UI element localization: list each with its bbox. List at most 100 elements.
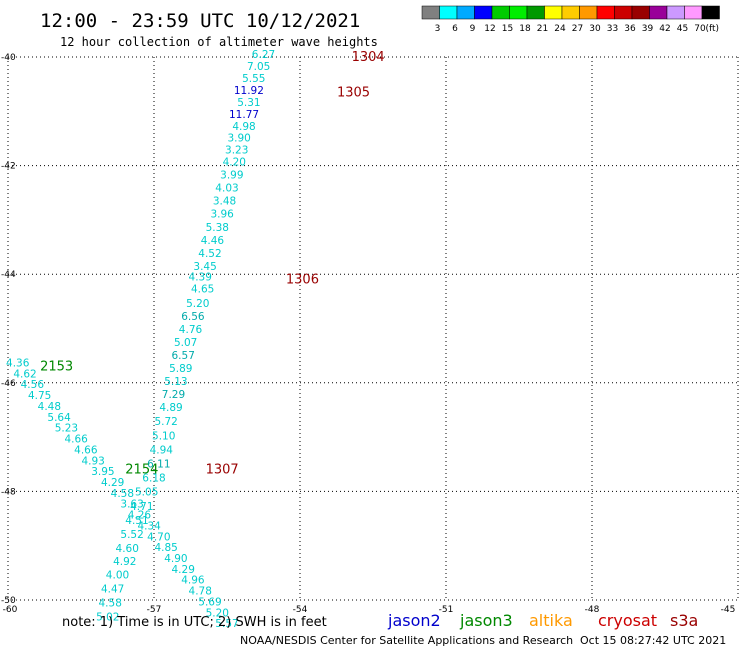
wave-height-label: 5.89 (169, 363, 192, 375)
wave-height-label: 4.34 (137, 520, 161, 532)
wave-height-label: 4.00 (106, 569, 129, 581)
wave-height-label: 4.96 (181, 575, 205, 587)
wave-height-label: 4.47 (101, 583, 124, 595)
wave-height-label: 3.95 (91, 466, 114, 478)
wave-height-label: 4.66 (74, 444, 98, 456)
wave-height-label: 6.57 (172, 350, 195, 362)
wave-height-label: 5.13 (164, 376, 187, 388)
colorbar-swatch (491, 5, 510, 20)
pass-number-label: 1305 (337, 85, 370, 100)
colorbar-swatch (544, 5, 563, 20)
data-points: 6.277.055.5511.925.3111.774.983.903.234.… (6, 49, 275, 630)
wave-height-label: 4.26 (128, 510, 152, 522)
wave-height-label: 3.99 (220, 170, 243, 182)
wave-height-label: 5.20 (186, 298, 209, 310)
y-tick-label: -48 (1, 487, 16, 497)
legend-altika: altika (529, 611, 573, 630)
wave-height-label: 3.45 (193, 261, 216, 273)
pass-number-label: 1307 (206, 463, 239, 478)
wave-height-label: 4.75 (28, 390, 51, 402)
colorbar-swatch (439, 5, 458, 20)
legend-s3a: s3a (670, 611, 698, 630)
wave-height-label: 4.29 (101, 477, 124, 489)
wave-height-label: 3.90 (227, 133, 250, 145)
grid (7, 56, 739, 601)
wave-height-label: 4.92 (113, 556, 136, 568)
wave-height-label: 4.58 (99, 598, 122, 610)
colorbar-swatch (509, 5, 528, 20)
wave-height-label: 3.96 (210, 209, 234, 221)
legend-jason3: jason3 (459, 611, 513, 630)
legend-jason2: jason2 (387, 611, 441, 630)
x-tick-label: -48 (585, 605, 600, 615)
wave-height-label: 3.63 (120, 499, 143, 511)
wave-height-label: 6.27 (252, 49, 275, 61)
wave-height-label: 4.90 (164, 553, 187, 565)
y-tick-label: -42 (1, 162, 16, 172)
wave-height-label: 4.03 (215, 183, 238, 195)
wave-height-label: 4.65 (191, 284, 214, 296)
colorbar-label: 15 (502, 24, 513, 34)
colorbar-label: 12 (484, 24, 495, 34)
wave-height-label: 7.05 (247, 61, 270, 73)
wave-height-label: 4.56 (21, 379, 45, 391)
wave-height-label: 7.29 (162, 389, 185, 401)
wave-height-label: 5.07 (174, 337, 197, 349)
colorbar-label: 45 (677, 24, 688, 34)
x-tick-label: -54 (293, 605, 308, 615)
x-tick-label: -57 (147, 605, 162, 615)
colorbar-swatch (474, 5, 493, 20)
colorbar-swatch (631, 5, 650, 20)
pass-number-label: 1306 (286, 273, 319, 288)
x-tick-label: -45 (721, 605, 736, 615)
wave-height-label: 4.58 (111, 488, 134, 500)
wave-height-label: 4.89 (159, 402, 182, 414)
wave-height-label: 4.62 (13, 368, 36, 380)
timestamp-text: Oct 15 08:27:42 UTC 2021 (580, 634, 726, 647)
colorbar-label: 6 (452, 24, 458, 34)
colorbar-swatch (596, 5, 615, 20)
y-tick-label: -40 (1, 53, 16, 63)
pass-number-label: 1304 (352, 50, 385, 65)
colorbar-swatch (649, 5, 668, 20)
credit-text: NOAA/NESDIS Center for Satellite Applica… (240, 634, 573, 647)
colorbar-label: 9 (470, 24, 476, 34)
chart-title: 12:00 - 23:59 UTC 10/12/2021 (40, 10, 360, 32)
colorbar-swatch (526, 5, 545, 20)
wave-height-label: 5.69 (198, 596, 221, 608)
wave-height-label: 4.78 (189, 586, 212, 598)
colorbar-swatch (701, 5, 720, 20)
wave-height-label: 4.48 (38, 401, 61, 413)
wave-height-label: 6.56 (181, 311, 205, 323)
wave-height-label: 4.93 (81, 455, 104, 467)
colorbar-label: 18 (519, 24, 531, 34)
colorbar-label: 24 (554, 24, 566, 34)
colorbar-label: 33 (607, 24, 618, 34)
colorbar-label: 36 (624, 24, 636, 34)
wave-height-label: 6.18 (142, 473, 165, 485)
wave-height-label: 6.11 (147, 459, 170, 471)
wave-height-label: 4.60 (116, 543, 139, 555)
colorbar-label: 27 (572, 24, 583, 34)
satellite-legend: jason2 jason3 altika cryosat s3a (387, 611, 698, 630)
y-tick-label: -44 (1, 270, 16, 280)
wave-height-label: 5.31 (237, 97, 260, 109)
colorbar-swatch (666, 5, 685, 20)
wave-height-label: 3.23 (225, 145, 248, 157)
colorbar: 3 6 9 12 15 18 21 24 27 30 33 36 39 42 45 70 (ft) (421, 5, 720, 34)
wave-height-label: 4.94 (150, 444, 174, 456)
wave-height-label: 4.29 (172, 564, 195, 576)
note-text: note: 1) Time is in UTC; 2) SWH is in fe… (62, 615, 327, 630)
wave-height-label: 11.92 (234, 85, 264, 97)
wave-height-label: 4.71 (130, 501, 153, 513)
wave-height-label: 11.77 (229, 109, 259, 121)
wave-height-label: 5.57 (215, 618, 238, 630)
wave-height-label: 5.38 (206, 222, 229, 234)
colorbar-label: 39 (642, 24, 654, 34)
wave-height-label: 4.46 (201, 235, 225, 247)
wave-height-label: 5.23 (55, 423, 78, 435)
colorbar-label: 70 (694, 24, 706, 34)
wave-height-label: 4.20 (223, 157, 246, 169)
